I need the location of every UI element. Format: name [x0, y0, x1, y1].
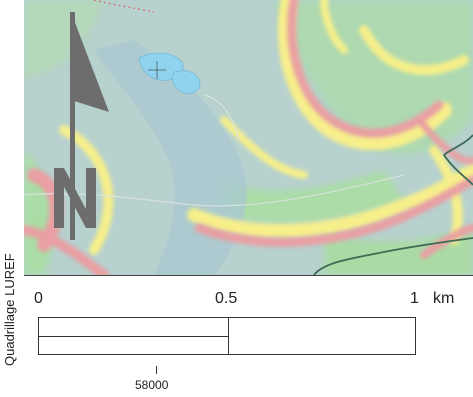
terrain-map [24, 0, 473, 366]
scale-unit: km [433, 290, 455, 307]
scale-bar-divider-h [39, 336, 228, 337]
water-ponds [138, 52, 201, 94]
grid-system-label: Quadrillage LUREF [2, 253, 17, 366]
admin-boundary [313, 134, 473, 276]
scale-bar-graphic [38, 317, 416, 355]
scale-bar-divider-v [228, 318, 229, 354]
scale-label-start: 0 [34, 290, 43, 307]
scale-label-end: 1 [410, 290, 419, 307]
x-tick-label: 58000 [135, 378, 169, 392]
dotted-boundary [93, 0, 155, 13]
x-tick-mark [156, 366, 157, 374]
map-canvas[interactable] [24, 0, 473, 366]
crosshair-marker [148, 61, 166, 79]
roads [24, 94, 405, 207]
scale-bar: 0 0.5 1 km [24, 275, 473, 367]
scale-label-mid: 0.5 [215, 290, 238, 307]
north-arrow-icon [54, 12, 109, 240]
